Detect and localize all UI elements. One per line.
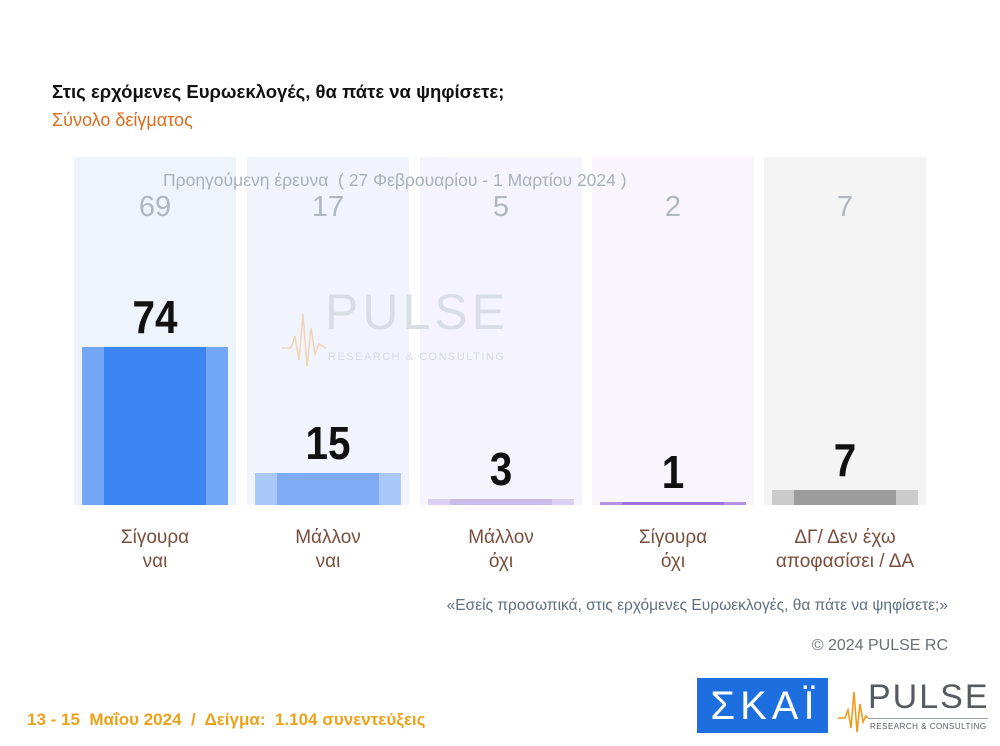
bar-sigoura-ochi — [600, 502, 746, 505]
question-quote: «Εσείς προσωπικά, στις ερχόμενες Ευρωεκλ… — [446, 597, 948, 614]
chart-title: Στις ερχόμενες Ευρωεκλογές, θα πάτε να ψ… — [52, 81, 505, 102]
bar-sigoura-nai — [82, 347, 228, 505]
column-background — [420, 157, 582, 505]
previous-value-dg-da: 7 — [836, 191, 854, 223]
bar-mallon-nai — [255, 473, 401, 505]
pulse-logo-divider — [868, 718, 988, 719]
column-background — [247, 157, 409, 505]
category-label-dg-da: ΔΓ/ Δεν έχω αποφασίσει / ΔΑ — [775, 527, 915, 572]
bar-highlight — [104, 347, 206, 505]
previous-value-sigoura-nai: 69 — [138, 191, 172, 223]
pulse-logo-text: PULSE — [868, 678, 990, 716]
bar-highlight — [277, 473, 379, 505]
previous-value-sigoura-ochi: 2 — [664, 191, 682, 223]
bar-dg-da — [772, 490, 918, 505]
pulse-wave-icon — [838, 691, 868, 733]
bar-highlight — [794, 490, 896, 505]
value-label-sigoura-nai: 74 — [132, 291, 178, 343]
bar-highlight — [622, 502, 724, 505]
chart-subtitle: Σύνολο δείγματος — [52, 110, 193, 130]
copyright: © 2024 PULSE RC — [811, 637, 948, 654]
fieldwork-info: 13 - 15 Μαΐου 2024 / Δείγμα: 1.104 συνεν… — [27, 710, 426, 729]
previous-survey-label: Προηγούμενη έρευνα ( 27 Φεβρουαρίου - 1 … — [163, 170, 627, 190]
column-background — [592, 157, 754, 505]
previous-value-mallon-ochi: 5 — [492, 191, 510, 223]
value-label-mallon-nai: 15 — [305, 417, 351, 469]
bar-mallon-ochi — [428, 499, 574, 505]
category-label-sigoura-ochi: Σίγουρα όχι — [638, 527, 708, 572]
column-background — [764, 157, 926, 505]
pulse-logo-tagline: RESEARCH & CONSULTING — [870, 722, 987, 731]
category-label-mallon-ochi: Μάλλον όχι — [468, 527, 534, 572]
value-label-dg-da: 7 — [833, 434, 857, 486]
value-label-sigoura-ochi: 1 — [661, 446, 685, 498]
skai-logo-text: ΣΚΑΪ — [710, 683, 820, 728]
previous-value-mallon-nai: 17 — [311, 191, 345, 223]
bar-highlight — [450, 499, 552, 505]
category-label-mallon-nai: Μάλλον ναι — [295, 527, 361, 572]
category-label-sigoura-nai: Σίγουρα ναι — [120, 527, 190, 572]
value-label-mallon-ochi: 3 — [489, 443, 513, 495]
skai-logo: ΣΚΑΪ — [697, 678, 828, 733]
pulse-logo: PULSE RESEARCH & CONSULTING — [838, 678, 993, 736]
